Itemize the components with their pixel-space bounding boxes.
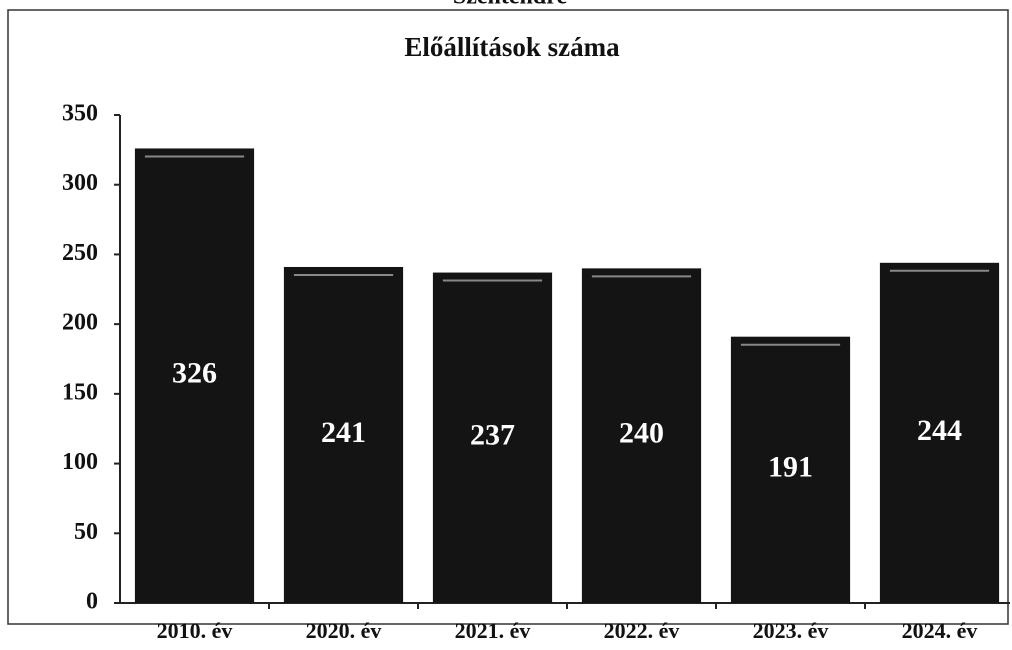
data-label: 241 xyxy=(321,416,366,449)
chart-subtitle: Szentendre xyxy=(453,0,568,10)
bar xyxy=(134,148,255,603)
y-tick-label: 100 xyxy=(62,449,98,475)
data-label: 191 xyxy=(768,451,813,484)
y-tick-label: 150 xyxy=(62,379,98,405)
x-tick-label: 2010. év xyxy=(157,618,233,643)
y-tick-label: 250 xyxy=(62,240,98,266)
data-label: 244 xyxy=(917,414,962,447)
data-label: 237 xyxy=(470,419,515,452)
y-tick-label: 200 xyxy=(62,310,98,336)
chart-frame xyxy=(7,9,1009,625)
x-tick-label: 2022. év xyxy=(604,618,680,643)
bar xyxy=(283,266,404,603)
bar xyxy=(879,262,1000,603)
y-tick-label: 0 xyxy=(86,589,98,615)
y-tick-label: 300 xyxy=(62,170,98,196)
x-tick-label: 2023. év xyxy=(753,618,829,643)
x-tick-label: 2024. év xyxy=(902,618,978,643)
bar xyxy=(581,268,702,603)
bar xyxy=(730,336,851,603)
y-tick-label: 50 xyxy=(74,519,98,545)
bar xyxy=(432,272,553,603)
y-tick-label: 350 xyxy=(62,101,98,127)
chart-title: Előállítások száma xyxy=(404,32,620,62)
data-label: 240 xyxy=(619,417,664,450)
x-tick-label: 2021. év xyxy=(455,618,531,643)
x-tick-label: 2020. év xyxy=(306,618,382,643)
data-label: 326 xyxy=(172,357,217,390)
